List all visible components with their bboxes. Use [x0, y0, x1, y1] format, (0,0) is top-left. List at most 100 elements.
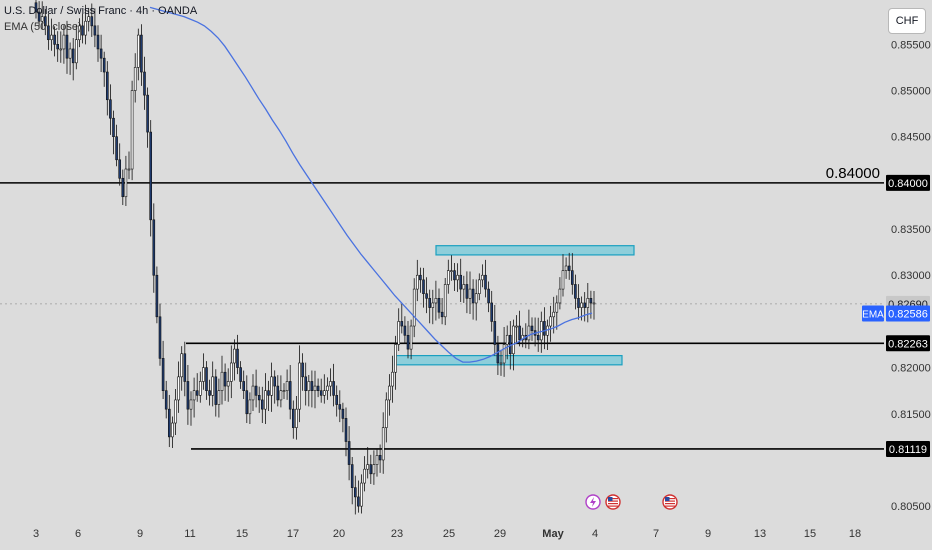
candle[interactable] — [93, 25, 97, 36]
candle[interactable] — [363, 468, 366, 484]
candle[interactable] — [505, 334, 509, 345]
candle[interactable] — [158, 316, 162, 359]
candle[interactable] — [199, 381, 202, 396]
candle[interactable] — [223, 371, 227, 387]
candle[interactable] — [59, 48, 63, 51]
candle[interactable] — [257, 395, 261, 401]
candle[interactable] — [87, 16, 90, 22]
candle[interactable] — [357, 496, 360, 507]
us-flag-event-icon[interactable] — [605, 494, 621, 510]
candle[interactable] — [174, 399, 177, 424]
candle[interactable] — [195, 390, 199, 396]
candle[interactable] — [50, 34, 53, 41]
candle[interactable] — [493, 321, 497, 345]
candle[interactable] — [499, 362, 503, 365]
candle[interactable] — [205, 367, 208, 391]
candle[interactable] — [338, 404, 342, 410]
candle[interactable] — [549, 316, 552, 327]
candle[interactable] — [71, 48, 75, 64]
candle[interactable] — [47, 25, 50, 41]
candle[interactable] — [496, 344, 500, 364]
candle[interactable] — [273, 376, 277, 387]
candle[interactable] — [81, 25, 84, 36]
candle[interactable] — [319, 390, 323, 396]
candle[interactable] — [446, 270, 450, 285]
candle[interactable] — [335, 395, 339, 405]
candle[interactable] — [558, 288, 562, 304]
candle[interactable] — [220, 371, 224, 391]
candle[interactable] — [260, 399, 264, 410]
candle[interactable] — [127, 168, 131, 171]
candle[interactable] — [68, 48, 72, 59]
candle[interactable] — [425, 293, 428, 299]
candle[interactable] — [326, 385, 329, 391]
candle[interactable] — [242, 381, 245, 391]
candle[interactable] — [192, 390, 196, 401]
candle[interactable] — [589, 298, 593, 304]
candle[interactable] — [527, 325, 531, 341]
candle[interactable] — [310, 381, 314, 391]
candle[interactable] — [168, 408, 171, 438]
candle[interactable] — [530, 325, 534, 331]
candle[interactable] — [102, 57, 106, 73]
candle[interactable] — [208, 390, 211, 396]
candle[interactable] — [428, 298, 432, 308]
candle[interactable] — [295, 408, 298, 428]
candle[interactable] — [43, 16, 47, 27]
lightning-event-icon[interactable] — [585, 494, 601, 510]
candle[interactable] — [570, 270, 574, 285]
candle[interactable] — [214, 376, 218, 405]
candle[interactable] — [56, 44, 60, 50]
candle[interactable] — [211, 376, 214, 396]
candle[interactable] — [474, 293, 478, 304]
candle[interactable] — [372, 464, 376, 475]
candle[interactable] — [137, 34, 140, 68]
candle[interactable] — [186, 381, 190, 410]
candle[interactable] — [183, 353, 187, 382]
candle[interactable] — [180, 353, 183, 378]
candle[interactable] — [394, 344, 397, 373]
candle[interactable] — [459, 274, 463, 290]
candle[interactable] — [384, 399, 388, 428]
candle[interactable] — [586, 298, 590, 308]
candle[interactable] — [282, 390, 286, 392]
candle[interactable] — [316, 385, 320, 391]
candle[interactable] — [555, 302, 559, 313]
candle[interactable] — [481, 274, 484, 281]
candle[interactable] — [62, 34, 66, 50]
candle[interactable] — [543, 321, 546, 336]
zone-support[interactable] — [394, 354, 623, 366]
candle[interactable] — [161, 358, 165, 391]
candle[interactable] — [539, 321, 543, 341]
candle[interactable] — [270, 376, 273, 396]
candle[interactable] — [288, 381, 292, 410]
candle[interactable] — [409, 325, 413, 350]
candle[interactable] — [75, 39, 78, 64]
candle[interactable] — [350, 464, 354, 488]
candle[interactable] — [276, 385, 280, 401]
candle[interactable] — [347, 441, 351, 465]
candle[interactable] — [577, 298, 580, 308]
candle[interactable] — [177, 376, 180, 401]
candle[interactable] — [245, 390, 249, 415]
candle[interactable] — [143, 71, 146, 96]
candle[interactable] — [254, 385, 258, 396]
candle[interactable] — [512, 325, 515, 355]
candle[interactable] — [304, 376, 308, 391]
candle[interactable] — [313, 385, 317, 391]
candle[interactable] — [279, 390, 283, 401]
candle[interactable] — [456, 274, 459, 281]
candle[interactable] — [152, 219, 156, 276]
candle[interactable] — [431, 302, 435, 308]
candle[interactable] — [450, 270, 453, 272]
candle[interactable] — [96, 34, 100, 50]
candle[interactable] — [552, 311, 556, 318]
candle[interactable] — [391, 371, 394, 387]
candle[interactable] — [140, 34, 143, 73]
candle[interactable] — [37, 11, 41, 22]
candle[interactable] — [230, 362, 233, 382]
candle[interactable] — [109, 99, 112, 119]
candle[interactable] — [567, 265, 571, 271]
candle[interactable] — [434, 298, 438, 304]
